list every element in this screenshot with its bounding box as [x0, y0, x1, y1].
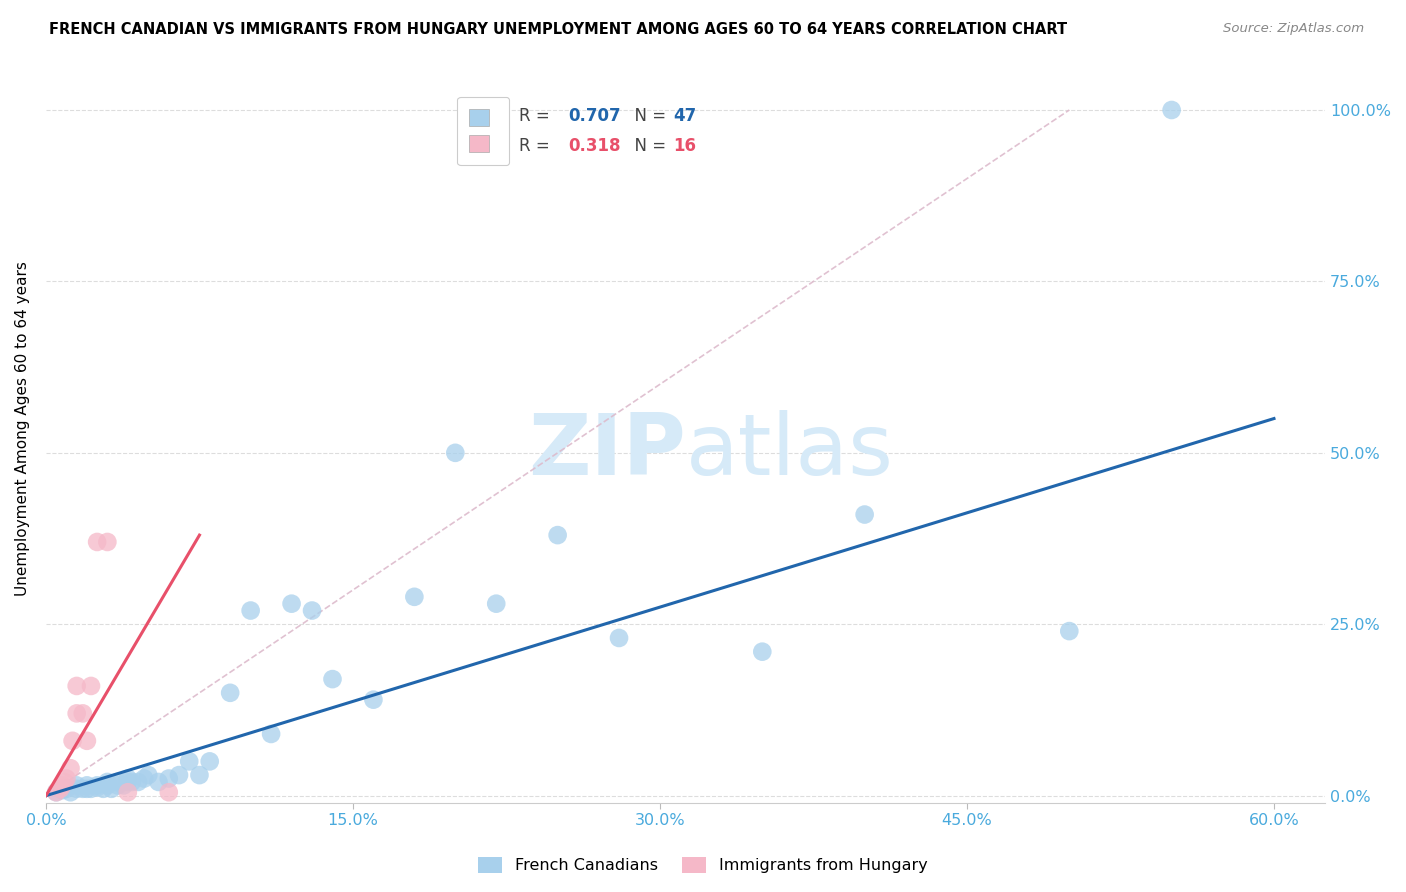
Point	[321, 672, 343, 686]
Point	[86, 778, 108, 792]
Point	[136, 768, 159, 782]
Point	[404, 590, 426, 604]
Point	[127, 775, 149, 789]
Point	[66, 679, 89, 693]
Point	[96, 535, 118, 549]
Text: 0.318: 0.318	[568, 137, 620, 155]
Legend: , : ,	[457, 97, 509, 165]
Point	[157, 772, 180, 786]
Text: R =: R =	[519, 107, 555, 126]
Point	[179, 755, 201, 769]
Point	[301, 603, 323, 617]
Point	[751, 645, 773, 659]
Point	[49, 781, 72, 796]
Point	[96, 775, 118, 789]
Point	[66, 778, 89, 792]
Text: N =: N =	[624, 137, 672, 155]
Point	[148, 775, 170, 789]
Point	[51, 783, 73, 797]
Y-axis label: Unemployment Among Ages 60 to 64 years: Unemployment Among Ages 60 to 64 years	[15, 261, 30, 596]
Text: N =: N =	[624, 107, 672, 126]
Point	[76, 778, 98, 792]
Point	[485, 597, 508, 611]
Point	[260, 727, 283, 741]
Point	[86, 780, 108, 795]
Point	[117, 772, 139, 786]
Point	[62, 734, 84, 748]
Point	[219, 686, 242, 700]
Point	[96, 778, 118, 792]
Point	[91, 781, 114, 796]
Point	[59, 785, 82, 799]
Text: FRENCH CANADIAN VS IMMIGRANTS FROM HUNGARY UNEMPLOYMENT AMONG AGES 60 TO 64 YEAR: FRENCH CANADIAN VS IMMIGRANTS FROM HUNGA…	[49, 22, 1067, 37]
Point	[107, 778, 129, 792]
Point	[80, 781, 103, 796]
Point	[363, 692, 385, 706]
Point	[55, 781, 77, 796]
Point	[66, 781, 89, 796]
Point	[1059, 624, 1081, 639]
Point	[117, 775, 139, 789]
Point	[134, 772, 156, 786]
Text: atlas: atlas	[686, 409, 894, 492]
Point	[66, 706, 89, 721]
Text: R =: R =	[519, 137, 555, 155]
Point	[55, 772, 77, 786]
Point	[107, 775, 129, 789]
Point	[76, 781, 98, 796]
Text: ZIP: ZIP	[527, 409, 686, 492]
Point	[112, 778, 135, 792]
Text: 47: 47	[672, 107, 696, 126]
Point	[53, 775, 76, 789]
Text: 0.707: 0.707	[568, 107, 620, 126]
Point	[280, 597, 302, 611]
Point	[51, 778, 73, 792]
Point	[853, 508, 876, 522]
Text: 16: 16	[672, 137, 696, 155]
Point	[117, 785, 139, 799]
Text: Source: ZipAtlas.com: Source: ZipAtlas.com	[1223, 22, 1364, 36]
Point	[80, 679, 103, 693]
Point	[547, 528, 569, 542]
Point	[198, 755, 221, 769]
Point	[86, 535, 108, 549]
Point	[607, 631, 630, 645]
Point	[444, 446, 467, 460]
Legend: French Canadians, Immigrants from Hungary: French Canadians, Immigrants from Hungar…	[472, 850, 934, 880]
Point	[239, 603, 262, 617]
Point	[45, 785, 67, 799]
Point	[157, 785, 180, 799]
Point	[121, 775, 143, 789]
Point	[76, 734, 98, 748]
Point	[72, 706, 94, 721]
Point	[59, 761, 82, 775]
Point	[1160, 103, 1182, 117]
Point	[72, 781, 94, 796]
Point	[100, 781, 122, 796]
Point	[45, 785, 67, 799]
Point	[167, 768, 190, 782]
Point	[188, 768, 211, 782]
